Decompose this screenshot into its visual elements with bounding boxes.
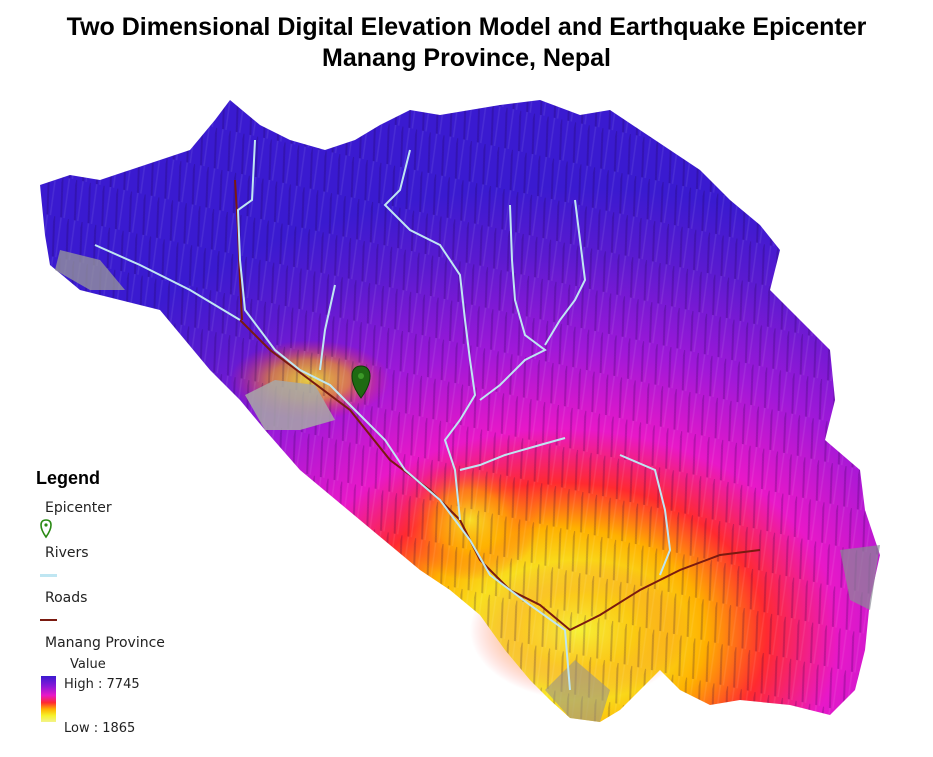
river-line (319, 284, 336, 371)
river-line (236, 139, 571, 691)
legend-epicenter-label: Epicenter (45, 500, 112, 516)
map-title-line2: Manang Province, Nepal (322, 44, 611, 72)
river-line (619, 454, 672, 576)
road-symbol-icon (40, 619, 57, 621)
legend-high-label: High : 7745 (64, 677, 140, 692)
shaded-slope (245, 380, 335, 430)
elevation-color-ramp (41, 676, 56, 722)
legend-rivers-label: Rivers (45, 545, 89, 561)
terrain-ridge-texture (40, 100, 880, 722)
river-symbol-icon (40, 574, 57, 577)
shaded-slope (545, 660, 610, 722)
legend-low-label: Low : 1865 (64, 721, 136, 736)
shaded-slope (55, 250, 125, 290)
legend-roads-label: Roads (45, 590, 88, 606)
river-line (459, 437, 566, 471)
river-line (479, 204, 547, 401)
map-legend: Legend Epicenter Rivers Roads Manang Pro… (30, 465, 230, 745)
road-line (239, 319, 761, 632)
shaded-slope (840, 545, 880, 610)
epicenter-marker (351, 365, 371, 399)
legend-title: Legend (36, 468, 101, 488)
legend-value-label: Value (70, 657, 106, 672)
legend-province-label: Manang Province (45, 635, 165, 651)
map-title: Two Dimensional Digital Elevation Model … (0, 12, 933, 74)
rivers-layer (94, 139, 672, 691)
river-line (94, 244, 241, 321)
map-title-line1: Two Dimensional Digital Elevation Model … (66, 13, 867, 41)
epicenter-symbol-icon (40, 519, 52, 539)
river-line (544, 199, 587, 346)
river-line (383, 149, 477, 521)
